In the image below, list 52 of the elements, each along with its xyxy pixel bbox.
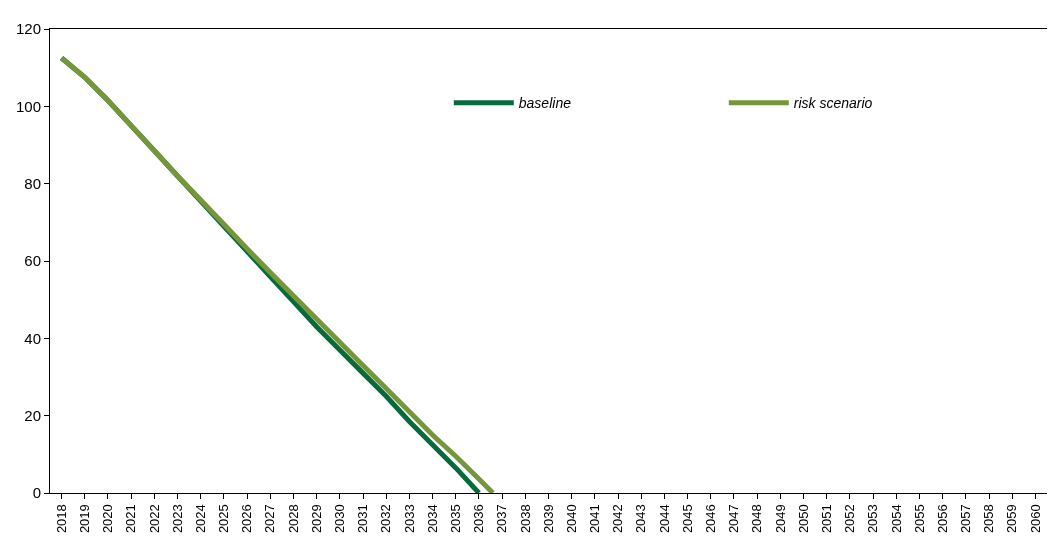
x-tick-label: 2042: [610, 504, 626, 534]
x-tick-label: 2049: [772, 504, 788, 534]
x-tick-label: 2050: [795, 504, 811, 534]
x-tick-label: 2056: [934, 504, 950, 534]
x-tick-label: 2040: [563, 504, 579, 534]
y-tick-label: 0: [32, 484, 41, 502]
x-tick-label: 2028: [285, 504, 301, 534]
x-tick-label: 2021: [123, 504, 139, 534]
legend-label: baseline: [518, 95, 572, 112]
y-tick-label: 120: [15, 20, 41, 38]
x-tick-label: 2026: [239, 504, 255, 534]
x-tick-label: 2058: [981, 504, 997, 534]
x-tick-label: 2027: [262, 504, 278, 534]
x-tick-label: 2034: [424, 504, 440, 534]
y-tick-label: 60: [24, 252, 41, 270]
x-tick-label: 2041: [587, 504, 603, 534]
legend-label: risk scenario: [793, 95, 873, 112]
x-tick-label: 2025: [216, 504, 232, 534]
x-tick-label: 2038: [517, 504, 533, 534]
x-tick-label: 2032: [378, 504, 394, 534]
x-tick-label: 2059: [1004, 504, 1020, 534]
x-tick-label: 2057: [958, 504, 974, 534]
x-tick-label: 2051: [818, 504, 834, 534]
y-tick-label: 100: [15, 97, 41, 115]
x-tick-label: 2020: [100, 504, 116, 534]
x-tick-label: 2030: [332, 504, 348, 534]
x-tick-label: 2031: [355, 504, 371, 534]
x-tick-label: 2043: [633, 504, 649, 534]
x-tick-label: 2036: [471, 504, 487, 534]
y-tick-label: 20: [24, 406, 41, 424]
x-tick-label: 2023: [169, 504, 185, 534]
x-tick-label: 2055: [911, 504, 927, 534]
x-tick-label: 2039: [540, 504, 556, 534]
x-tick-label: 2046: [703, 504, 719, 534]
y-tick-label: 80: [24, 174, 41, 192]
x-tick-label: 2037: [494, 504, 510, 534]
x-tick-label: 2053: [865, 504, 881, 534]
x-tick-label: 2060: [1027, 504, 1043, 534]
x-tick-label: 2045: [679, 504, 695, 534]
x-tick-label: 2018: [53, 504, 69, 534]
x-tick-label: 2054: [888, 504, 904, 534]
x-tick-label: 2047: [726, 504, 742, 534]
x-tick-label: 2024: [192, 504, 208, 534]
x-tick-label: 2029: [308, 504, 324, 534]
x-tick-label: 2052: [842, 504, 858, 534]
x-tick-label: 2019: [77, 504, 92, 534]
x-tick-label: 2035: [447, 504, 463, 534]
y-tick-label: 40: [24, 329, 41, 347]
x-tick-label: 2022: [146, 504, 162, 534]
x-tick-label: 2033: [401, 504, 417, 534]
x-tick-label: 2048: [749, 504, 765, 534]
x-tick-label: 2044: [656, 504, 672, 534]
